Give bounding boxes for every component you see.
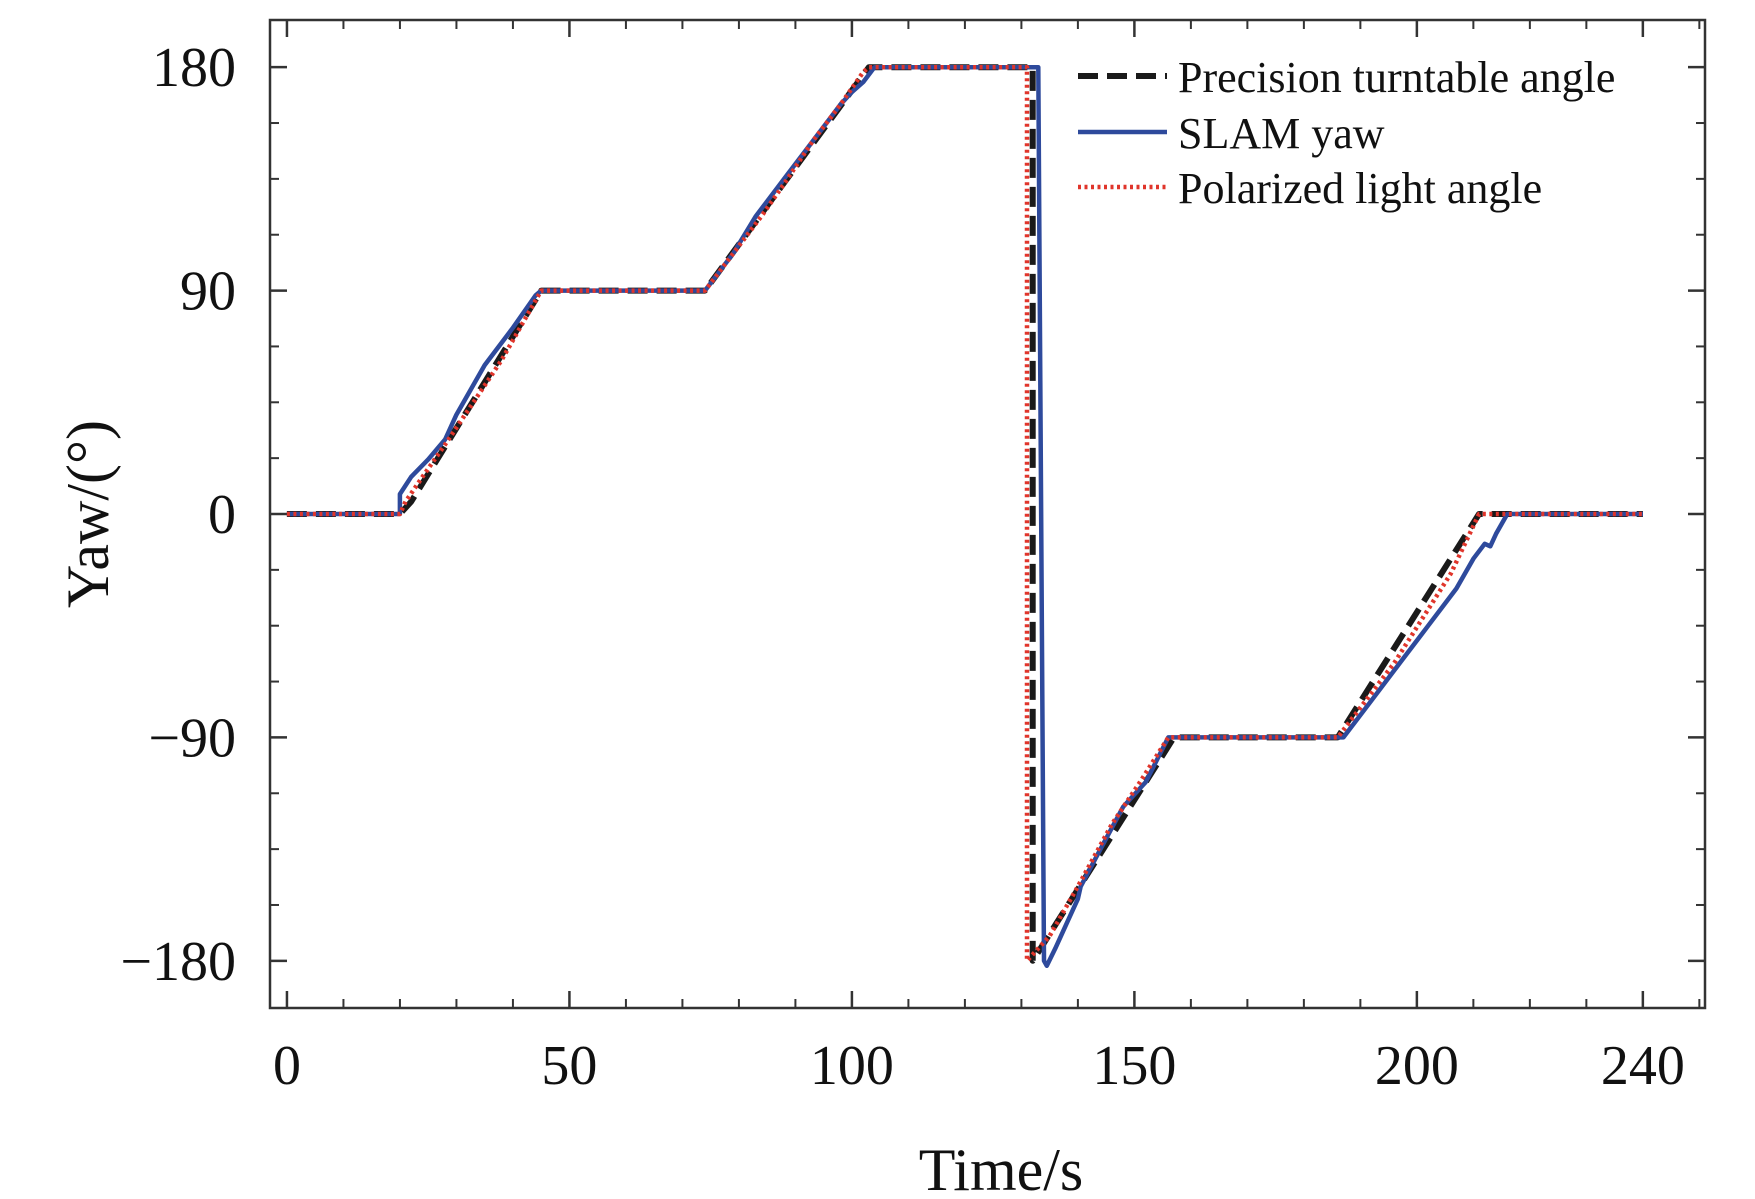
y-tick-label: 0 [208, 484, 236, 546]
x-tick-label: 0 [273, 1035, 301, 1097]
series-layer [286, 64, 1643, 969]
legend-label-slam: SLAM yaw [1178, 109, 1385, 158]
y-tick-label: 90 [180, 261, 236, 323]
minor-ticks [270, 20, 1705, 1008]
y-tick-label: 180 [152, 37, 236, 99]
legend-label-polarized: Polarized light angle [1178, 164, 1542, 213]
legend-label-turntable: Precision turntable angle [1178, 53, 1615, 102]
series-line-slam [286, 64, 1643, 969]
y-tick-label: −90 [148, 707, 236, 769]
x-tick-label: 150 [1092, 1035, 1176, 1097]
tick-labels: 0 50 100 150 200 240 180 90 0 −90 −180 [120, 37, 1684, 1097]
y-axis-title: Yaw/(°) [55, 420, 121, 608]
x-tick-label: 240 [1601, 1035, 1685, 1097]
x-axis-title: Time/s [919, 1137, 1084, 1199]
legend: Precision turntable angle SLAM yaw Polar… [1078, 53, 1615, 213]
y-tick-label: −180 [120, 931, 236, 993]
x-tick-label: 100 [810, 1035, 894, 1097]
x-tick-label: 50 [541, 1035, 597, 1097]
major-ticks [270, 20, 1705, 1008]
x-tick-label: 200 [1375, 1035, 1459, 1097]
series-line-polarized [286, 64, 1643, 964]
